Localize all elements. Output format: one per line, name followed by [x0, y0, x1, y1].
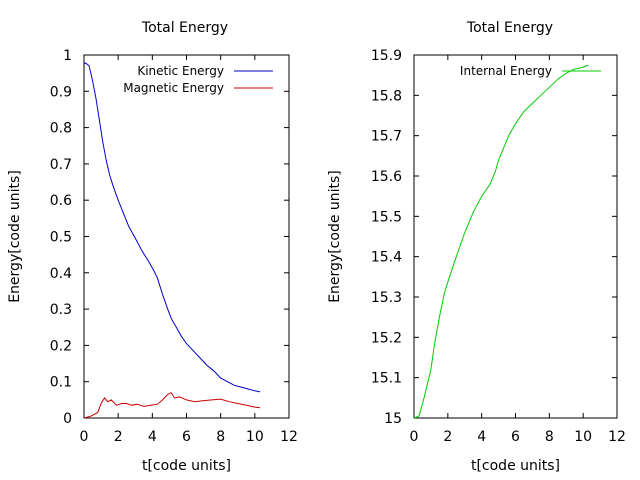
legend-label: Magnetic Energy [123, 81, 224, 95]
x-tick-label: 4 [148, 429, 157, 445]
y-tick-label: 0.5 [50, 230, 72, 246]
y-tick-label: 0.8 [50, 121, 72, 137]
y-tick-label: 15.1 [371, 371, 402, 387]
y-tick-label: 0.3 [50, 302, 72, 318]
y-tick-label: 0.2 [50, 338, 72, 354]
x-tick-label: 8 [545, 429, 554, 445]
y-tick-label: 15.4 [371, 250, 402, 266]
x-tick-label: 0 [410, 429, 419, 445]
y-tick-label: 15.5 [371, 209, 402, 225]
y-tick-label: 0 [63, 411, 72, 427]
x-tick-label: 12 [280, 429, 298, 445]
y-tick-label: 15.2 [371, 330, 402, 346]
y-tick-label: 15.9 [371, 48, 402, 64]
x-tick-label: 12 [608, 429, 626, 445]
y-axis-label: Energy[code units] [7, 170, 23, 303]
y-tick-label: 15.6 [371, 169, 402, 185]
x-tick-label: 10 [246, 429, 264, 445]
y-tick-label: 15 [384, 411, 402, 427]
x-axis-label: t[code units] [142, 458, 231, 474]
x-tick-label: 2 [114, 429, 123, 445]
y-tick-label: 15.3 [371, 290, 402, 306]
legend-label: Kinetic Energy [137, 64, 224, 78]
plot-frame [83, 54, 290, 419]
left-chart-panel: Total Energy 0 2 4 6 8 10 12 0 0.1 0.2 0.3 0.4 0.5 0.6… [7, 20, 298, 474]
x-tick-label: 10 [574, 429, 592, 445]
x-tick-label: 2 [443, 429, 452, 445]
y-tick-label: 15.7 [371, 129, 402, 145]
x-axis-label: t[code units] [471, 458, 560, 474]
series-line-magnetic-energy [83, 391, 261, 419]
chart-title: Total Energy [141, 20, 228, 36]
legend-label: Internal Energy [460, 64, 552, 78]
x-tick-label: 4 [477, 429, 486, 445]
x-tick-label: 0 [80, 429, 89, 445]
y-tick-label: 0.1 [50, 375, 72, 391]
y-tick-label: 15.8 [371, 88, 402, 104]
y-tick-label: 0.6 [50, 193, 72, 209]
chart-title: Total Energy [466, 20, 553, 36]
y-tick-label: 1 [63, 48, 72, 64]
right-chart-panel: Total Energy 0 2 4 6 8 10 12 15 15.1 15.2 15.3 15.4 1… [327, 20, 626, 474]
x-tick-label: 8 [216, 429, 225, 445]
plot-frame [413, 54, 618, 419]
series-line-kinetic-energy [83, 62, 261, 393]
y-axis-label: Energy[code units] [327, 170, 343, 303]
y-tick-label: 0.4 [50, 266, 72, 282]
x-tick-label: 6 [182, 429, 191, 445]
y-tick-label: 0.9 [50, 84, 72, 100]
series-line-internal-energy [413, 64, 589, 419]
y-tick-label: 0.7 [50, 157, 72, 173]
x-tick-label: 6 [511, 429, 520, 445]
